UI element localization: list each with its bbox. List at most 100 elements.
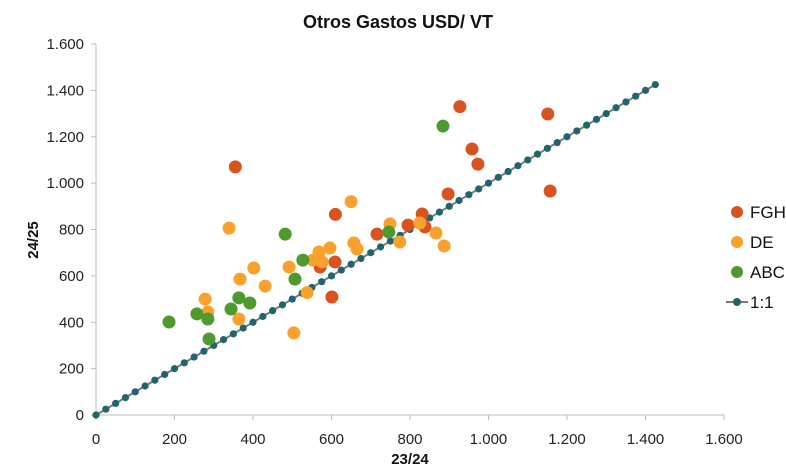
point-abc [232, 291, 246, 305]
reference-line-marker [141, 382, 149, 390]
legend-marker-de [731, 236, 743, 248]
point-fgh [328, 207, 342, 221]
point-de [350, 242, 364, 256]
point-abc [202, 332, 216, 346]
y-tick-label: 1.400 [46, 82, 84, 99]
point-de [315, 255, 329, 269]
reference-line-marker [494, 173, 502, 181]
reference-line-1-1 [95, 83, 656, 416]
point-de [222, 221, 236, 235]
reference-line-marker [563, 133, 571, 141]
point-de [393, 235, 407, 249]
x-tick-label: 1.600 [705, 431, 743, 448]
reference-line-marker [278, 301, 287, 309]
point-abc [224, 302, 238, 316]
reference-line-marker [514, 162, 522, 170]
reference-line-marker [318, 278, 326, 286]
reference-line-marker [504, 167, 512, 176]
reference-line-marker [200, 347, 208, 355]
reference-line-marker [102, 405, 110, 413]
point-fgh [541, 107, 555, 121]
point-de [247, 261, 261, 275]
reference-line-marker [524, 156, 532, 164]
x-tick-label: 400 [240, 431, 265, 448]
reference-line-marker [484, 179, 493, 187]
reference-line-marker [180, 359, 188, 367]
legend-marker-fgh [731, 206, 743, 218]
chart-title: Otros Gastos USD/ VT [303, 12, 493, 32]
x-tick-label: 800 [397, 431, 422, 448]
reference-line-marker [112, 399, 120, 408]
reference-line-marker [583, 121, 591, 129]
reference-line-marker [259, 312, 267, 321]
reference-line-marker [445, 202, 453, 210]
reference-line-marker [92, 411, 100, 419]
x-tick-label: 0 [92, 431, 100, 448]
point-fgh [453, 100, 467, 114]
point-fgh [471, 157, 485, 171]
reference-line-marker [543, 144, 551, 152]
point-de [437, 239, 451, 253]
point-de [258, 279, 272, 293]
legend: FGH DE ABC 1:1 [726, 203, 786, 312]
point-de [413, 216, 427, 230]
reference-line-marker [229, 330, 237, 338]
reference-line-marker [592, 115, 601, 123]
point-abc [296, 253, 310, 267]
y-tick-label: 400 [59, 314, 84, 331]
y-tick-label: 200 [59, 361, 84, 378]
point-de [287, 326, 301, 340]
reference-line-marker [121, 394, 130, 402]
y-tick-label: 0 [76, 407, 84, 424]
reference-line-marker [641, 86, 650, 94]
reference-line-marker [161, 370, 169, 379]
point-abc [201, 312, 215, 326]
point-fgh [328, 255, 342, 269]
point-fgh [370, 227, 384, 241]
legend-label-abc: ABC [750, 263, 785, 282]
reference-line-marker [602, 109, 610, 118]
reference-line-marker [288, 295, 296, 303]
y-tick-label: 1.000 [46, 175, 84, 192]
reference-line-marker [249, 318, 257, 326]
legend-marker-abc [731, 266, 743, 278]
point-fgh [465, 142, 479, 156]
reference-line-marker [347, 260, 355, 268]
point-abc [190, 307, 204, 321]
reference-line-marker [151, 376, 159, 384]
point-fgh [401, 218, 415, 232]
point-abc [436, 119, 450, 133]
reference-line-marker [651, 80, 659, 89]
x-tick-label: 1.200 [548, 431, 586, 448]
reference-line-marker [170, 365, 179, 373]
point-de [198, 292, 212, 306]
x-tick-label: 200 [162, 431, 187, 448]
y-axis-label: 24/25 [25, 221, 42, 259]
point-abc [382, 225, 396, 239]
legend-label-1-1: 1:1 [750, 293, 774, 312]
point-fgh [441, 187, 455, 201]
y-tick-label: 1.200 [46, 129, 84, 146]
y-tick-label: 600 [59, 268, 84, 285]
legend-label-fgh: FGH [750, 203, 786, 222]
legend-label-de: DE [750, 233, 774, 252]
reference-line-marker [435, 208, 444, 216]
x-tick-label: 600 [319, 431, 344, 448]
reference-line-marker [327, 272, 336, 280]
legend-marker-1-1 [733, 298, 741, 306]
reference-line-marker [632, 92, 640, 100]
reference-line-marker [337, 266, 345, 274]
point-fgh [543, 184, 557, 198]
point-abc [288, 272, 302, 286]
reference-line-marker [386, 237, 394, 245]
point-de [344, 195, 358, 209]
reference-line-marker [239, 324, 247, 332]
point-fgh [228, 160, 242, 174]
x-axis-label: 23/24 [391, 451, 429, 468]
point-de [282, 260, 296, 274]
reference-line-marker [357, 254, 365, 263]
point-de [429, 226, 443, 240]
reference-line-marker [367, 249, 375, 257]
point-de [233, 272, 247, 286]
